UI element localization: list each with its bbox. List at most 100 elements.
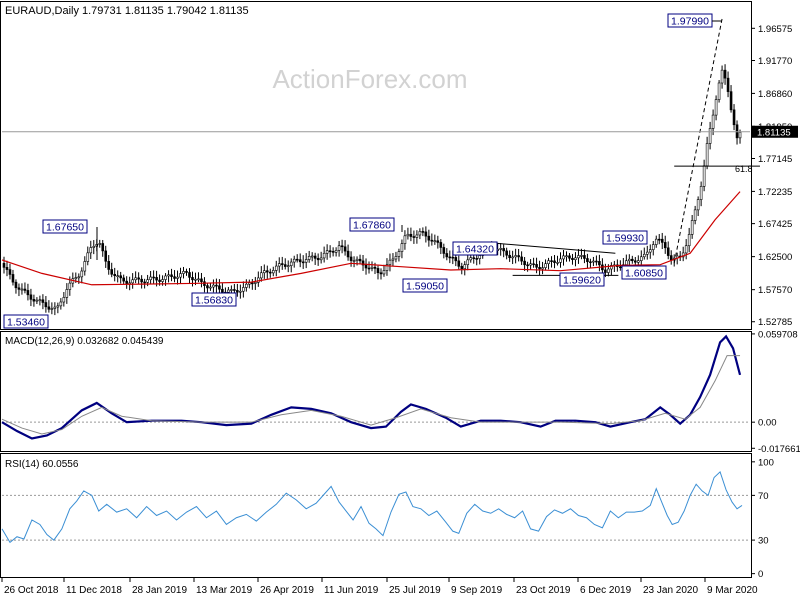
candle-body	[738, 132, 742, 139]
x-tick-label: 26 Oct 2018	[4, 585, 59, 596]
candle-body	[17, 287, 21, 290]
x-tick-label: 23 Jan 2020	[643, 585, 698, 596]
candle-body	[137, 277, 140, 280]
candle-body	[182, 271, 185, 274]
price-tick-label: 1.57570	[758, 285, 792, 296]
price-annotation-label: 1.53460	[7, 317, 45, 329]
candle-body	[523, 260, 526, 266]
candle-body	[699, 186, 703, 200]
candle-body	[122, 277, 125, 282]
rsi-tick-label: 100	[758, 457, 774, 468]
macd-panel-frame	[0, 331, 752, 452]
candle-body	[239, 290, 242, 293]
candle-body	[68, 282, 72, 290]
macd-line	[1, 334, 742, 440]
candle-body	[430, 239, 434, 242]
x-tick-label: 11 Jun 2019	[324, 585, 379, 596]
candle-body	[550, 260, 553, 262]
candle-body	[268, 271, 272, 274]
candle-body	[607, 268, 610, 273]
candle-body	[475, 258, 479, 260]
candle-body	[197, 278, 200, 281]
candle-body	[397, 251, 401, 257]
rsi-line	[1, 470, 743, 544]
candle-body	[514, 255, 517, 258]
candle-body	[499, 248, 502, 250]
price-plot	[1, 18, 760, 316]
candle-body	[292, 258, 296, 263]
candle-body	[373, 266, 377, 269]
candle-body	[720, 69, 724, 84]
price-tick-label: 1.86860	[758, 89, 792, 100]
candle-body	[574, 257, 577, 261]
candle-body	[212, 284, 215, 288]
candle-body	[517, 255, 520, 258]
candle-body	[280, 263, 284, 265]
candle-body	[702, 165, 706, 187]
candle-body	[502, 248, 505, 252]
candle-body	[589, 261, 592, 264]
rsi-tick-label: 30	[758, 536, 769, 547]
chart-symbol: EURAUD,Daily	[5, 5, 79, 17]
candle-body	[35, 299, 39, 302]
candle-body	[442, 247, 446, 254]
price-annotation-label: 1.56830	[195, 295, 233, 307]
candle-body	[382, 270, 386, 275]
candle-body	[289, 261, 293, 266]
price-annotation-box	[602, 230, 648, 245]
candle-body	[113, 273, 116, 277]
candle-body	[631, 258, 634, 262]
descending-trendline	[495, 242, 616, 254]
candle-body	[307, 256, 311, 260]
candle-body	[648, 249, 652, 253]
candle-body	[227, 289, 230, 293]
candle-body	[403, 235, 407, 244]
candle-body	[274, 265, 278, 271]
candle-body	[696, 199, 700, 211]
candle-body	[469, 257, 473, 261]
candle-body	[559, 258, 562, 263]
candle-body	[454, 257, 458, 262]
candle-body	[20, 288, 24, 291]
x-tick-label: 6 Dec 2019	[580, 585, 632, 596]
candle-body	[436, 240, 440, 243]
price-tick-label: 1.52785	[758, 317, 792, 328]
candle-body	[346, 250, 350, 258]
candle-body	[663, 242, 667, 249]
candle-body	[26, 290, 30, 296]
candle-body	[660, 238, 664, 243]
candle-body	[358, 258, 362, 262]
candle-body	[155, 277, 158, 281]
candle-body	[334, 250, 338, 253]
candle-body	[221, 288, 224, 293]
candle-body	[460, 266, 464, 269]
candle-body	[62, 297, 66, 303]
candle-body	[38, 299, 42, 302]
candle-body	[592, 260, 595, 263]
candle-body	[328, 250, 332, 253]
candle-body	[337, 245, 341, 251]
candle-body	[508, 254, 511, 258]
candle-body	[143, 281, 146, 284]
candle-body	[248, 282, 251, 285]
candle-body	[32, 299, 36, 302]
candle-body	[711, 114, 715, 129]
candle-body	[131, 279, 134, 284]
candle-body	[313, 255, 317, 259]
candle-body	[322, 252, 326, 259]
candle-body	[415, 234, 419, 238]
candle-body	[580, 255, 583, 257]
price-annotation-box	[621, 265, 667, 280]
candle-body	[254, 282, 257, 284]
candle-body	[651, 244, 655, 250]
candle-body	[684, 245, 688, 254]
candle-body	[56, 305, 60, 308]
candle-body	[301, 261, 305, 264]
candle-body	[639, 256, 643, 261]
candle-body	[717, 82, 721, 100]
candle-body	[167, 274, 170, 277]
candle-body	[376, 268, 380, 274]
candle-body	[598, 261, 601, 266]
candle-body	[478, 255, 482, 259]
candle-body	[586, 258, 589, 263]
